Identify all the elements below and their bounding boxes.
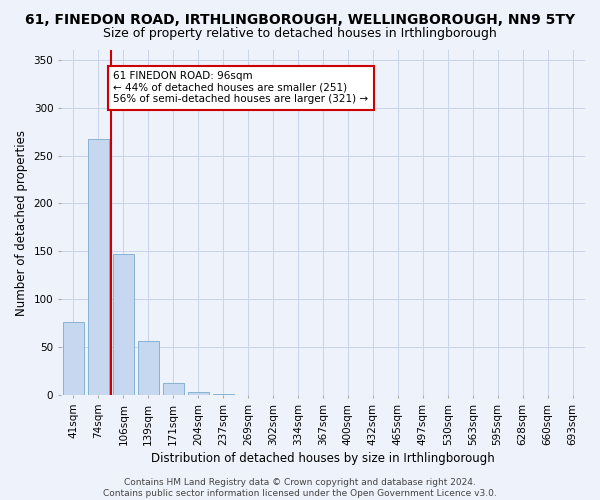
Bar xyxy=(188,392,209,396)
Y-axis label: Number of detached properties: Number of detached properties xyxy=(15,130,28,316)
Text: Contains HM Land Registry data © Crown copyright and database right 2024.
Contai: Contains HM Land Registry data © Crown c… xyxy=(103,478,497,498)
Text: 61, FINEDON ROAD, IRTHLINGBOROUGH, WELLINGBOROUGH, NN9 5TY: 61, FINEDON ROAD, IRTHLINGBOROUGH, WELLI… xyxy=(25,12,575,26)
Bar xyxy=(212,394,234,396)
Text: Size of property relative to detached houses in Irthlingborough: Size of property relative to detached ho… xyxy=(103,28,497,40)
Bar xyxy=(63,322,84,396)
Bar xyxy=(88,139,109,396)
Text: 61 FINEDON ROAD: 96sqm
← 44% of detached houses are smaller (251)
56% of semi-de: 61 FINEDON ROAD: 96sqm ← 44% of detached… xyxy=(113,71,368,104)
Bar xyxy=(113,254,134,396)
X-axis label: Distribution of detached houses by size in Irthlingborough: Distribution of detached houses by size … xyxy=(151,452,495,465)
Bar xyxy=(163,383,184,396)
Bar xyxy=(137,340,159,396)
